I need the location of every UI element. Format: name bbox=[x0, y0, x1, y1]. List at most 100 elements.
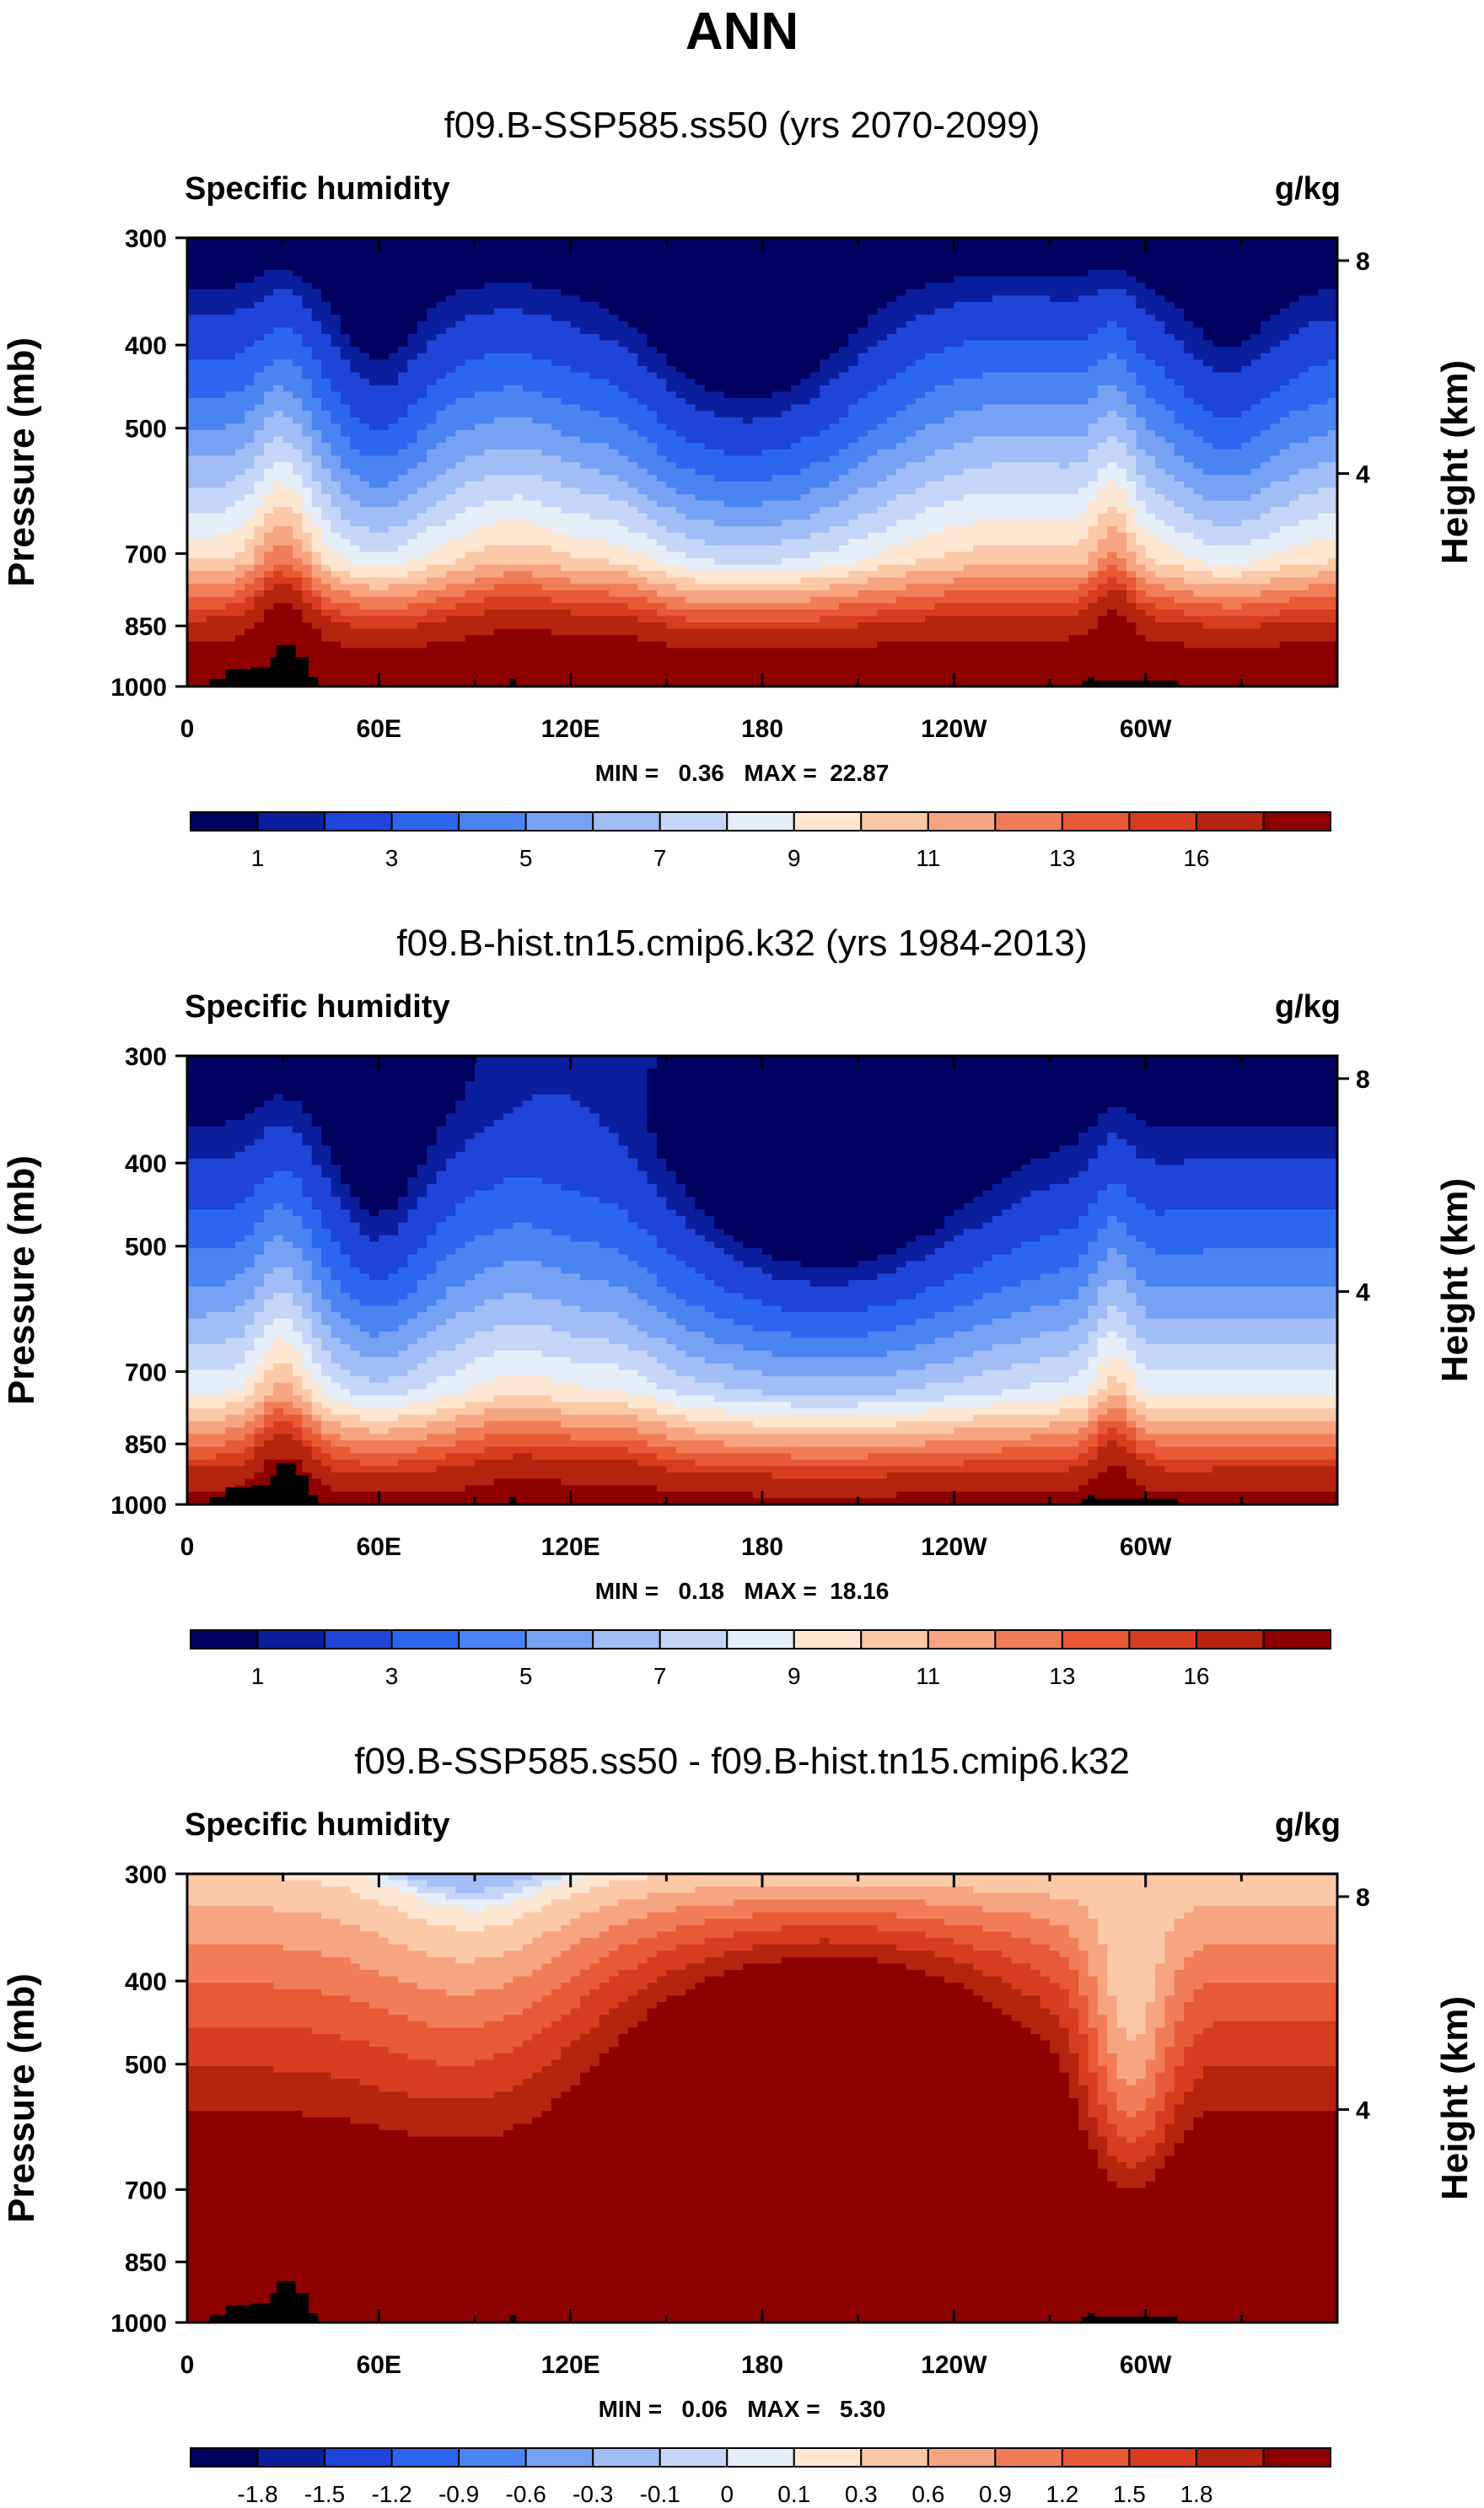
field-cell bbox=[1107, 2040, 1156, 2048]
field-cell bbox=[609, 1337, 667, 1345]
field-cell bbox=[1174, 379, 1290, 386]
field-cell bbox=[302, 571, 313, 579]
field-cell bbox=[1097, 1229, 1127, 1236]
field-cell bbox=[263, 270, 293, 277]
field-cell bbox=[263, 295, 303, 303]
field-cell bbox=[1212, 366, 1242, 374]
field-cell bbox=[321, 1318, 351, 1326]
field-cell bbox=[1088, 1389, 1099, 1397]
field-cell bbox=[340, 513, 418, 520]
field-cell bbox=[187, 2117, 351, 2124]
field-cell bbox=[1164, 1944, 1204, 1951]
field-cell bbox=[743, 417, 754, 424]
field-cell bbox=[1202, 404, 1252, 412]
field-cell bbox=[1097, 2149, 1108, 2156]
field-cell bbox=[1174, 334, 1204, 342]
field-cell bbox=[973, 1267, 1060, 1274]
field-cell bbox=[187, 1408, 245, 1416]
field-cell bbox=[609, 1976, 658, 1983]
y-tick-label: 1000 bbox=[110, 1492, 167, 1520]
field-cell bbox=[302, 1459, 322, 1467]
field-cell bbox=[1078, 584, 1099, 591]
field-cell bbox=[714, 1395, 945, 1402]
x-tick-label: 120W bbox=[921, 2351, 987, 2379]
field-cell bbox=[1040, 1273, 1089, 1281]
field-cell bbox=[187, 2015, 409, 2022]
field-cell bbox=[417, 353, 485, 360]
field-cell bbox=[1068, 2072, 1079, 2080]
field-cell bbox=[254, 1440, 265, 1448]
field-cell bbox=[340, 1165, 418, 1172]
field-cell bbox=[1078, 1318, 1099, 1326]
field-cell bbox=[656, 1408, 725, 1416]
field-cell bbox=[1184, 423, 1272, 431]
field-cell bbox=[1184, 1956, 1338, 1964]
field-cell bbox=[245, 1421, 265, 1429]
colorbar-label: 3 bbox=[385, 1663, 399, 1689]
field-cell bbox=[580, 1382, 658, 1390]
field-cell bbox=[1136, 2136, 1165, 2144]
field-cell bbox=[465, 1280, 610, 1288]
topography-block bbox=[295, 657, 309, 686]
field-cell bbox=[1107, 2072, 1118, 2080]
field-cell bbox=[263, 1370, 293, 1377]
field-cell bbox=[398, 1267, 438, 1274]
colorbar-box bbox=[1061, 1629, 1131, 1650]
field-cell bbox=[311, 545, 332, 552]
field-cell bbox=[1289, 500, 1338, 508]
field-cell bbox=[187, 2136, 1089, 2144]
field-cell bbox=[187, 2181, 1118, 2188]
field-cell bbox=[187, 2194, 1338, 2202]
field-cell bbox=[187, 430, 255, 438]
field-cell bbox=[187, 1912, 322, 1919]
field-cell bbox=[407, 359, 466, 367]
colorbar-box bbox=[726, 1629, 795, 1650]
field-cell bbox=[293, 603, 313, 611]
field-cell bbox=[465, 590, 610, 598]
field-cell bbox=[1261, 590, 1338, 598]
field-cell bbox=[293, 1325, 313, 1332]
field-cell bbox=[944, 417, 1099, 424]
field-cell bbox=[1116, 1216, 1338, 1224]
field-cell bbox=[311, 494, 332, 502]
field-cell bbox=[1097, 1261, 1127, 1268]
topography-block bbox=[225, 669, 251, 686]
field-cell bbox=[331, 1453, 447, 1461]
field-cell bbox=[273, 1337, 284, 1345]
field-cell bbox=[570, 609, 658, 616]
field-cell bbox=[340, 1248, 418, 1256]
field-cell bbox=[580, 1305, 658, 1313]
field-cell bbox=[245, 596, 255, 604]
field-cell bbox=[1184, 455, 1272, 463]
field-cell bbox=[187, 256, 1338, 264]
field-cell bbox=[321, 1446, 351, 1454]
panel-3-topography bbox=[209, 2280, 1178, 2322]
field-cell bbox=[187, 2155, 1099, 2163]
field-cell bbox=[493, 628, 552, 636]
field-cell bbox=[1279, 526, 1338, 534]
field-cell bbox=[254, 379, 313, 386]
field-cell bbox=[254, 532, 265, 540]
field-cell bbox=[1088, 449, 1127, 456]
field-cell bbox=[1145, 507, 1185, 514]
field-cell bbox=[1174, 2149, 1338, 2156]
field-cell bbox=[1174, 2143, 1338, 2150]
field-cell bbox=[561, 2015, 600, 2022]
field-cell bbox=[1068, 1963, 1089, 1971]
field-cell bbox=[695, 1983, 965, 1990]
x-tick-label: 60W bbox=[1120, 2351, 1172, 2379]
field-cell bbox=[1241, 443, 1290, 450]
field-cell bbox=[436, 1177, 504, 1185]
field-cell bbox=[829, 584, 907, 591]
field-cell bbox=[187, 1956, 351, 1964]
x-tick-label: 60E bbox=[357, 2351, 401, 2379]
field-cell bbox=[1174, 2072, 1204, 2080]
field-cell bbox=[1030, 1912, 1089, 1919]
panel-1-unit-label: g/kg bbox=[1275, 171, 1341, 207]
field-cell bbox=[599, 1241, 658, 1249]
field-cell bbox=[992, 1184, 1051, 1192]
field-cell bbox=[1136, 487, 1156, 495]
field-cell bbox=[187, 1446, 245, 1454]
field-cell bbox=[407, 1880, 427, 1887]
field-cell bbox=[1088, 577, 1108, 584]
